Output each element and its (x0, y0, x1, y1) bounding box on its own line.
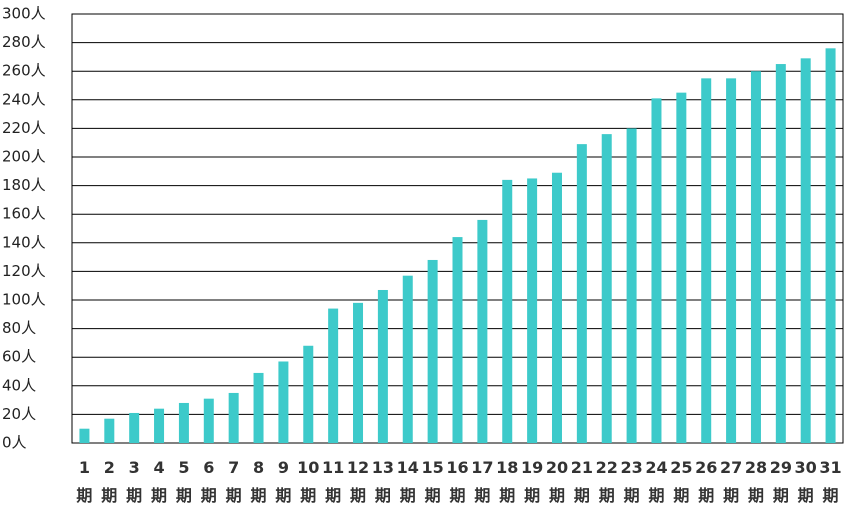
bar (502, 179, 513, 443)
x-tick-label: 22 期 (596, 458, 618, 505)
bar (129, 412, 140, 443)
bar (104, 418, 115, 443)
bar (775, 64, 786, 444)
x-tick-label: 27 期 (720, 458, 742, 505)
bar (253, 372, 264, 443)
y-tick-label: 160人 (2, 205, 46, 223)
bar (278, 361, 289, 443)
y-tick-label: 140人 (2, 233, 46, 251)
bar (527, 178, 538, 443)
x-tick-label: 11 期 (322, 458, 344, 505)
y-tick-label: 100人 (2, 291, 46, 309)
y-tick-label: 220人 (2, 119, 46, 137)
bar (477, 219, 488, 443)
bar (701, 78, 712, 443)
bar (626, 128, 637, 443)
x-tick-label: 25 期 (670, 458, 692, 505)
y-tick-label: 240人 (2, 90, 46, 108)
x-tick-label: 21 期 (571, 458, 593, 505)
y-tick-label: 260人 (2, 62, 46, 80)
y-tick-label: 280人 (2, 33, 46, 51)
x-tick-label: 18 期 (496, 458, 518, 505)
x-tick-label: 14 期 (397, 458, 419, 505)
bar (452, 237, 463, 443)
x-tick-label: 29 期 (770, 458, 792, 505)
bar (651, 98, 662, 444)
x-tick-label: 24 期 (645, 458, 667, 505)
bar (726, 78, 737, 443)
x-tick-label: 13 期 (372, 458, 394, 505)
x-tick-label: 26 期 (695, 458, 717, 505)
x-tick-label: 17 期 (471, 458, 493, 505)
bar (576, 144, 587, 443)
bar (228, 392, 239, 443)
y-tick-label: 20人 (2, 405, 36, 423)
x-tick-label: 28 期 (745, 458, 767, 505)
y-tick-label: 180人 (2, 176, 46, 194)
bar (79, 428, 90, 443)
x-tick-label: 16 期 (446, 458, 468, 505)
y-tick-label: 0人 (2, 434, 27, 452)
y-tick-label: 120人 (2, 262, 46, 280)
x-tick-label: 30 期 (795, 458, 817, 505)
x-tick-label: 31 期 (819, 458, 841, 505)
bar (203, 398, 214, 443)
x-tick-label: 12 期 (347, 458, 369, 505)
bar (676, 92, 687, 444)
bar (750, 71, 761, 443)
x-tick-label: 23 期 (620, 458, 642, 505)
x-tick-label: 10 期 (297, 458, 319, 505)
y-tick-label: 80人 (2, 319, 36, 337)
y-tick-label: 60人 (2, 348, 36, 366)
bar (377, 289, 388, 443)
bar (353, 302, 364, 443)
bar (551, 172, 562, 444)
y-tick-label: 200人 (2, 148, 46, 166)
y-tick-label: 300人 (2, 5, 46, 23)
x-tick-label: 19 期 (521, 458, 543, 505)
x-tick-label: 15 期 (421, 458, 443, 505)
bar (427, 259, 438, 443)
bar (800, 58, 811, 443)
bar (303, 345, 314, 443)
bar (178, 402, 189, 443)
bar (601, 134, 612, 443)
bar (825, 48, 836, 443)
y-tick-label: 40人 (2, 376, 36, 394)
x-tick-label: 20 期 (546, 458, 568, 505)
bar (154, 408, 165, 443)
bar (328, 308, 339, 443)
bar (402, 275, 413, 443)
